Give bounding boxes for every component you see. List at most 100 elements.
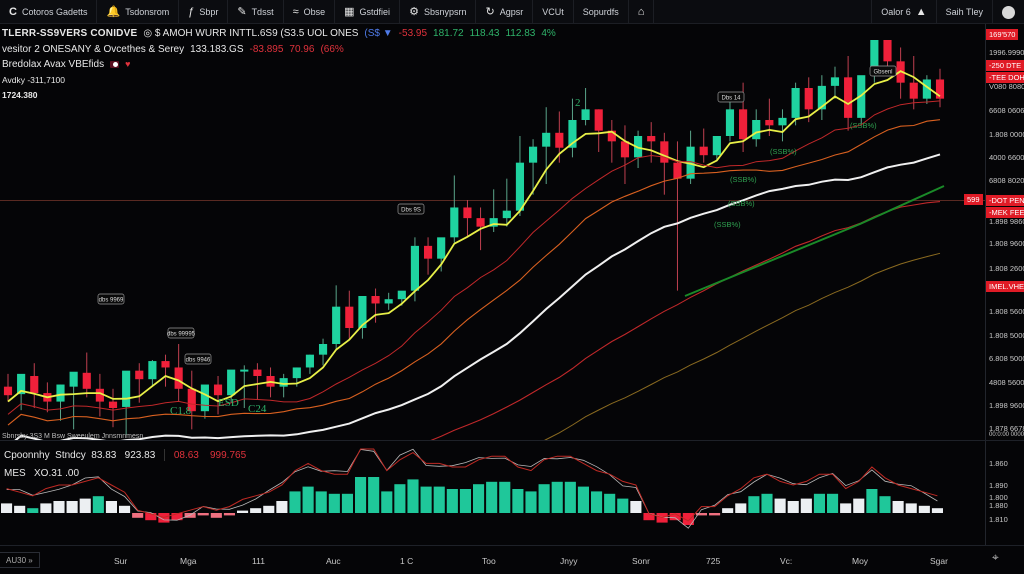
candle-body[interactable]	[371, 296, 380, 304]
annotation-bubble[interactable]: Dbs 9S	[397, 203, 425, 215]
candle-body[interactable]	[240, 369, 249, 372]
candle-body[interactable]	[817, 85, 826, 110]
price-axis[interactable]: 1996.9990 V080 8080 6608 0606 1.808 0000 400…	[985, 24, 1024, 440]
candle-body[interactable]	[17, 373, 26, 395]
oscillator-axis[interactable]: 1.860 1.890 1.800 1.880 1.810	[985, 441, 1024, 545]
candle-body[interactable]	[161, 361, 170, 368]
candle-body[interactable]	[69, 371, 78, 387]
bands-label[interactable]: Bredolax Avax VBEfids	[2, 59, 105, 70]
candle-body[interactable]	[318, 344, 328, 355]
candle-body[interactable]	[765, 120, 774, 126]
candle-body[interactable]	[279, 378, 288, 387]
candle-body[interactable]	[620, 141, 630, 158]
annotation-bubble[interactable]: Dbs 14	[717, 91, 745, 103]
candle-body[interactable]	[476, 218, 485, 227]
candlestick-chart[interactable]: dbs 9969 dbs 99995 dbs 9946 Dbs 9S Dbs 14 Gbs…	[0, 24, 985, 440]
candle-body[interactable]	[804, 88, 813, 110]
candle-body[interactable]	[187, 388, 196, 412]
candle-body[interactable]	[568, 120, 577, 148]
toolbar-item-10[interactable]: ⌂	[629, 0, 655, 24]
pane-divider[interactable]	[0, 440, 1024, 441]
annotation-bubble[interactable]: dbs 9969	[97, 293, 125, 305]
candle-body[interactable]	[844, 77, 853, 118]
oscillator-label[interactable]: Cpoonnhy	[4, 450, 50, 461]
candle-body[interactable]	[529, 146, 538, 163]
annotation-bubble[interactable]: dbs 99995	[167, 327, 196, 339]
candle-body[interactable]	[200, 384, 209, 412]
settings-icon[interactable]: ♥	[125, 59, 131, 69]
candle-body[interactable]	[3, 386, 13, 396]
candle-body[interactable]	[410, 245, 419, 291]
toolbar-right-item-1[interactable]: Saih Tley	[935, 0, 992, 24]
candle-body[interactable]	[305, 354, 314, 368]
candle-body[interactable]	[463, 207, 472, 219]
candle-body[interactable]	[82, 372, 91, 389]
candle-body[interactable]	[634, 136, 643, 158]
candle-body[interactable]	[502, 210, 511, 219]
toolbar-right-item-0[interactable]: Oalor 6 ▲	[871, 0, 935, 24]
toolbar-item-8[interactable]: VCUt	[533, 0, 574, 24]
toolbar-item-0[interactable]: C Cotoros Gadetts	[0, 0, 98, 24]
toolbar-item-6[interactable]: ⚙ Sbsnypsrn	[400, 0, 477, 24]
time-axis[interactable]: AU30 » Sur Mga 111 Auc 1 C Too Jnyy Sonr 725 Vc: M…	[0, 545, 1024, 574]
candle-body[interactable]	[542, 132, 551, 147]
timeframe-selector[interactable]: AU30 »	[0, 552, 40, 568]
candle-body[interactable]	[489, 218, 498, 227]
candle-body[interactable]	[253, 369, 262, 376]
candle-body[interactable]	[660, 141, 669, 163]
candle-body[interactable]	[515, 162, 525, 211]
candle-body[interactable]	[108, 401, 118, 408]
candle-body[interactable]	[791, 88, 800, 118]
candle-body[interactable]	[555, 132, 564, 148]
toolbar-item-1[interactable]: 🔔 Tsdonsrom	[97, 0, 180, 24]
candle-body[interactable]	[30, 376, 39, 394]
candle-body[interactable]	[830, 77, 840, 86]
candle-body[interactable]	[227, 369, 236, 396]
trend-line[interactable]	[684, 185, 945, 297]
oscillator-pane[interactable]	[0, 441, 985, 545]
toolbar-item-2[interactable]: ƒ Sbpr	[179, 0, 229, 24]
candle-body[interactable]	[423, 245, 433, 259]
candle-body[interactable]	[922, 79, 931, 99]
candle-body[interactable]	[581, 109, 590, 120]
symbol-name[interactable]: TLERR-SS9VERS CONIDVE	[2, 28, 138, 39]
candle-body[interactable]	[673, 162, 682, 179]
candle-body[interactable]	[870, 40, 879, 76]
candle-body[interactable]	[135, 370, 144, 380]
candle-body[interactable]	[345, 306, 354, 328]
candle-body[interactable]	[213, 384, 223, 396]
annotation-bubble[interactable]: Gbsenl	[869, 65, 897, 77]
candle-body[interactable]	[397, 290, 406, 300]
toolbar-item-9[interactable]: Sopurdfs	[574, 0, 629, 24]
candle-body[interactable]	[148, 361, 157, 380]
candle-body[interactable]	[292, 367, 301, 379]
candle-body[interactable]	[935, 79, 945, 99]
candle-body[interactable]	[594, 109, 603, 131]
toolbar-item-5[interactable]: ▦ Gstdfiei	[335, 0, 401, 24]
screenshot-icon[interactable]: ⌖	[992, 550, 999, 564]
candle-body[interactable]	[450, 207, 459, 238]
candle-body[interactable]	[174, 367, 183, 389]
candle-body[interactable]	[909, 82, 918, 99]
candle-body[interactable]	[712, 136, 721, 156]
annotation-bubble[interactable]: dbs 9946	[184, 353, 212, 365]
candle-body[interactable]	[437, 237, 446, 259]
toolbar-item-3[interactable]: ✎ Tdsst	[228, 0, 284, 24]
candle-body[interactable]	[725, 109, 735, 136]
candle-body[interactable]	[686, 146, 695, 179]
candle-body[interactable]	[739, 109, 748, 140]
candle-body[interactable]	[647, 136, 656, 142]
candle-body[interactable]	[122, 370, 131, 407]
candle-body[interactable]	[384, 299, 393, 304]
toolbar-item-4[interactable]: ≈ Obse	[284, 0, 336, 24]
candle-body[interactable]	[778, 117, 787, 126]
candle-body[interactable]	[752, 120, 761, 140]
candle-body[interactable]	[95, 388, 104, 402]
toolbar-item-7[interactable]: ↻ Agpsr	[476, 0, 534, 24]
avatar[interactable]	[992, 0, 1024, 24]
candle-body[interactable]	[883, 40, 892, 62]
currency-flag[interactable]: (S$ ▼	[364, 28, 393, 39]
indicator-label[interactable]: vesitor 2 ONESANY & Ovcethes & Serey	[2, 43, 185, 55]
candle-body[interactable]	[56, 384, 65, 402]
candle-body[interactable]	[358, 296, 367, 328]
